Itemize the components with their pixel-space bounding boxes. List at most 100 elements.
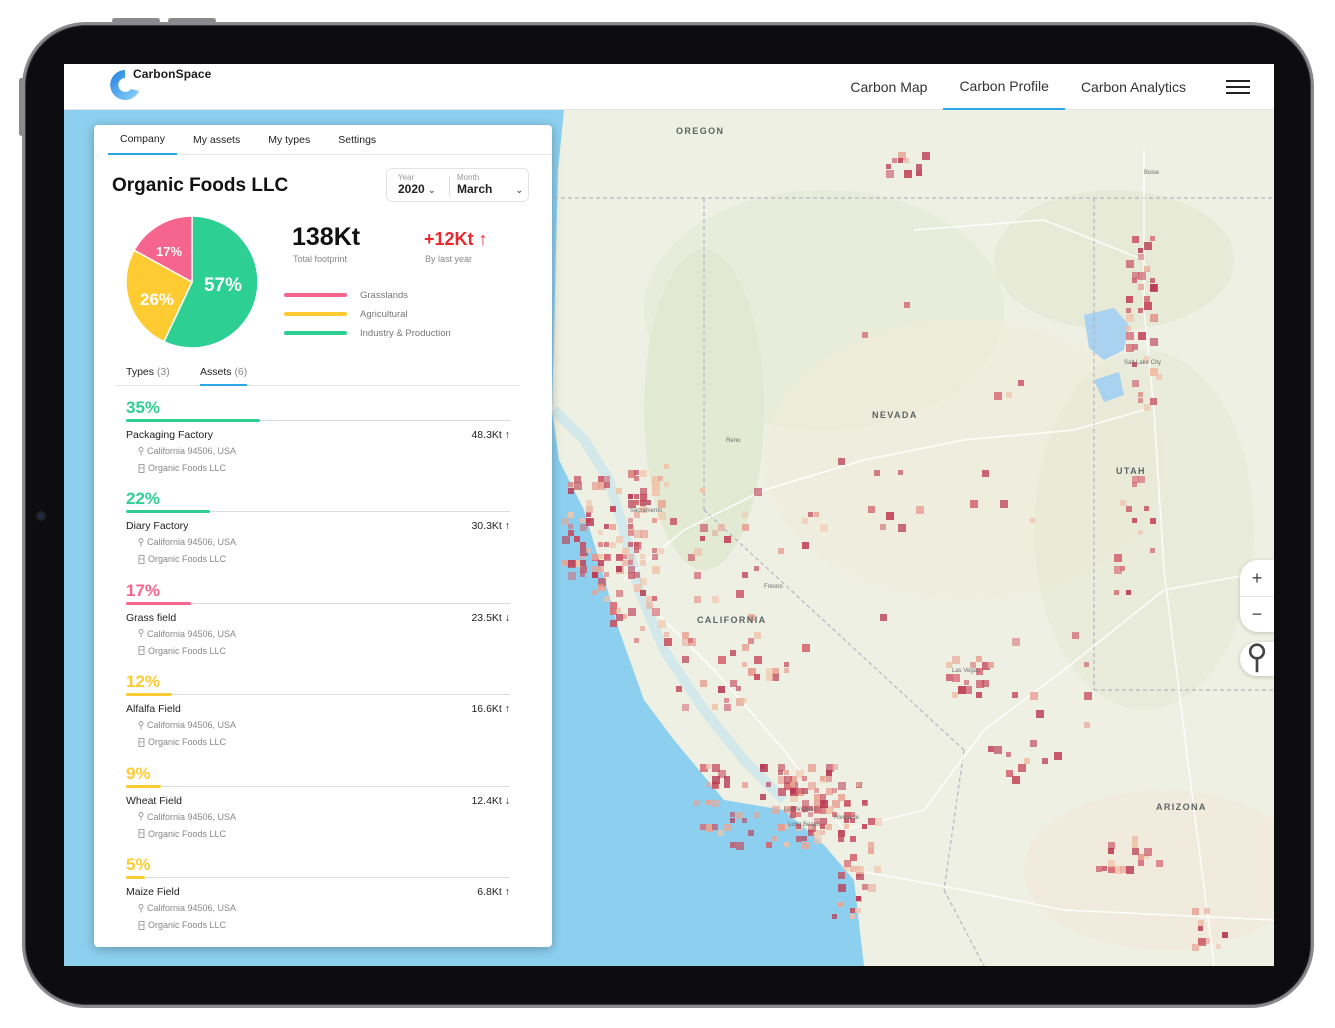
asset-location: California 94506, USA	[138, 812, 236, 822]
carbon-profile-panel: Company My assets My types Settings Orga…	[94, 125, 552, 947]
locate-button[interactable]	[1240, 642, 1274, 676]
map-region-label: OREGON	[676, 126, 725, 136]
map-region-label: ARIZONA	[1156, 802, 1207, 812]
building-icon	[138, 554, 145, 564]
asset-item[interactable]: 12% Alfalfa Field 16.6Kt ↑ California 94…	[126, 672, 510, 763]
zoom-out-button[interactable]: −	[1240, 596, 1274, 632]
map-city-label: Los Angeles	[784, 807, 817, 813]
map-region-label: UTAH	[1116, 466, 1146, 476]
top-navigation-bar: CarbonSpace Carbon Map Carbon Profile Ca…	[64, 64, 1274, 110]
subtab-count: (6)	[234, 366, 248, 378]
asset-owner: Organic Foods LLC	[138, 829, 226, 839]
tab-company[interactable]: Company	[108, 125, 177, 155]
asset-location-text: California 94506, USA	[147, 446, 237, 456]
asset-share-bar	[126, 510, 211, 514]
subtab-assets[interactable]: Assets (6)	[200, 366, 248, 386]
chevron-down-icon: ⌄	[515, 185, 523, 195]
asset-item[interactable]: 22% Diary Factory 30.3Kt ↑ California 94…	[126, 489, 510, 580]
zoom-in-button[interactable]: +	[1251, 567, 1263, 588]
emission-heatmap	[562, 152, 1228, 951]
month-value: March	[457, 182, 493, 196]
asset-value: 23.5Kt ↓	[471, 612, 510, 624]
map-city-label: Las Vegas	[952, 668, 981, 674]
legend-swatch	[284, 331, 347, 335]
asset-location: California 94506, USA	[138, 629, 236, 639]
legend-item: Grasslands	[284, 289, 408, 301]
asset-item[interactable]: 17% Grass field 23.5Kt ↓ California 9450…	[126, 581, 510, 672]
asset-location-text: California 94506, USA	[147, 628, 237, 639]
map-city-label: Salt Lake City	[1124, 360, 1162, 366]
tab-settings[interactable]: Settings	[338, 134, 377, 146]
asset-share-track	[126, 785, 510, 787]
delta-number: +12Kt	[424, 229, 474, 249]
pie-label: 57%	[204, 275, 242, 296]
location-pin-icon	[138, 446, 144, 455]
asset-item[interactable]: 5% Maize Field 6.8Kt ↑ California 94506,…	[126, 855, 510, 946]
chevron-down-icon: ⌄	[428, 185, 436, 195]
legend-label: Agricultural	[360, 308, 408, 320]
building-icon	[138, 920, 145, 930]
company-name: Organic Foods LLC	[112, 175, 289, 196]
asset-location: California 94506, USA	[138, 537, 236, 547]
subtab-types[interactable]: Types (3)	[126, 366, 170, 386]
month-select[interactable]: Month March ⌄	[457, 173, 523, 196]
asset-name: Packaging Factory	[126, 429, 213, 441]
asset-location: California 94506, USA	[138, 903, 236, 913]
building-icon	[138, 463, 145, 473]
year-value: 2020	[398, 182, 425, 196]
building-icon	[138, 737, 145, 747]
asset-item[interactable]: 9% Wheat Field 12.4Kt ↓ California 94506…	[126, 764, 510, 855]
nav-carbon-profile[interactable]: Carbon Profile	[943, 64, 1065, 110]
subtab-label: Types	[126, 366, 155, 378]
legend-item: Industry & Production	[284, 327, 451, 339]
building-icon	[138, 646, 145, 656]
year-select[interactable]: Year 2020 ⌄	[398, 173, 436, 196]
asset-value: 30.3Kt ↑	[471, 520, 510, 532]
camera	[36, 511, 46, 521]
legend-swatch	[284, 293, 347, 297]
tab-my-assets[interactable]: My assets	[192, 134, 241, 146]
nav-carbon-analytics[interactable]: Carbon Analytics	[1080, 79, 1186, 95]
asset-share-bar	[126, 784, 161, 788]
location-pin-icon	[138, 903, 144, 912]
legend-swatch	[284, 312, 347, 316]
asset-share-track	[126, 602, 510, 604]
asset-owner: Organic Foods LLC	[138, 463, 226, 473]
asset-share: 22%	[126, 489, 161, 509]
asset-location-text: California 94506, USA	[147, 811, 237, 822]
asset-item[interactable]: 35% Packaging Factory 48.3Kt ↑ Californi…	[126, 398, 510, 489]
building-icon	[138, 829, 145, 839]
location-pin-icon	[1248, 643, 1266, 673]
map-region-label: CALIFORNIA	[697, 615, 767, 625]
asset-name: Alfalfa Field	[126, 703, 181, 716]
total-footprint-value: 138Kt	[292, 223, 361, 251]
asset-owner-text: Organic Foods LLC	[148, 737, 227, 748]
map-city-label: Riverside	[834, 815, 860, 821]
period-selector[interactable]: Year 2020 ⌄ Month March ⌄	[386, 168, 529, 202]
delta-label: By last year	[425, 254, 473, 264]
legend-label: Grasslands	[360, 289, 409, 301]
nav-carbon-map[interactable]: Carbon Map	[850, 79, 928, 95]
total-footprint-label: Total footprint	[293, 254, 348, 264]
tab-my-types[interactable]: My types	[268, 134, 311, 146]
asset-owner-text: Organic Foods LLC	[148, 920, 227, 930]
pie-label: 26%	[140, 290, 174, 309]
divider	[449, 176, 450, 196]
asset-value: 12.4Kt ↓	[471, 795, 510, 807]
asset-share-bar	[126, 419, 261, 422]
volume-button	[112, 18, 160, 23]
asset-name: Grass field	[126, 611, 177, 624]
main-nav: Carbon Map Carbon Profile Carbon Analyti…	[834, 64, 1274, 110]
power-button	[19, 78, 24, 136]
footprint-pie-chart: 57% 26% 17%	[125, 215, 259, 349]
legend-label: Industry & Production	[360, 327, 451, 339]
asset-value-number: 12.4Kt	[471, 794, 502, 807]
asset-value: 16.6Kt ↑	[471, 703, 510, 715]
asset-name: Maize Field	[126, 886, 180, 898]
map-city-label: Sacramento	[630, 508, 663, 514]
hamburger-menu-icon[interactable]	[1202, 64, 1274, 110]
asset-share-bar	[126, 693, 173, 697]
location-pin-icon	[138, 629, 144, 638]
asset-name: Wheat Field	[126, 794, 183, 807]
asset-owner-text: Organic Foods LLC	[148, 554, 227, 565]
